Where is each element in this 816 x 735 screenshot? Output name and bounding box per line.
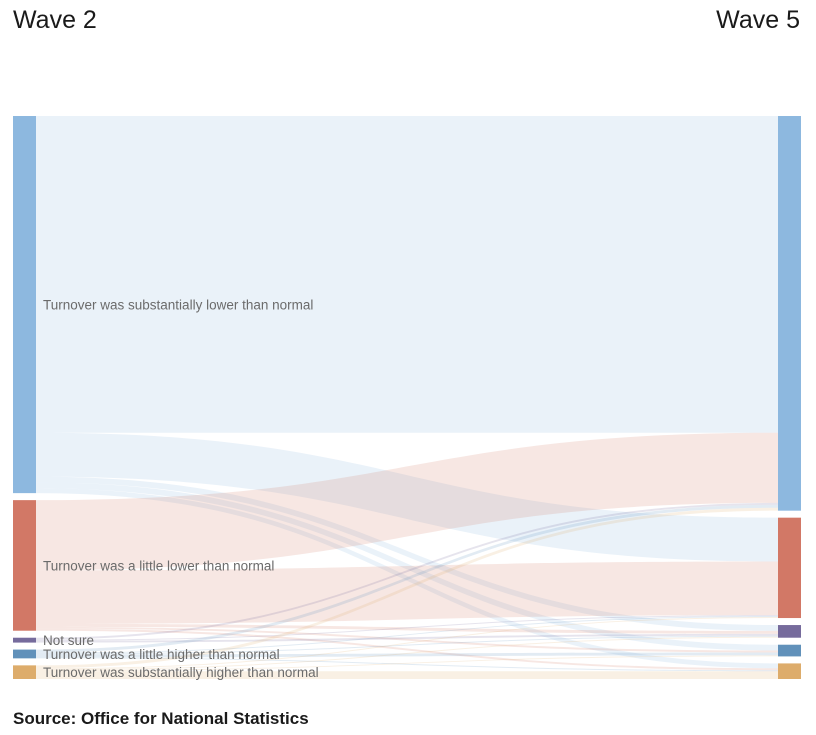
flow-little_higher-to-sub_higher[interactable] [36,657,778,672]
left-node-sub_lower[interactable] [13,116,36,494]
flow-little_lower-to-sub_lower[interactable] [36,432,778,571]
node-labels-group: Turnover was substantially lower than no… [43,298,319,681]
flow-sub_higher-to-sub_higher[interactable] [36,671,778,679]
flow-links-group [36,116,778,679]
node-label-not_sure: Not sure [43,633,94,648]
flow-sub_lower-to-not_sure[interactable] [36,476,778,631]
node-label-sub_higher: Turnover was substantially higher than n… [43,665,319,680]
flow-little_lower-to-not_sure[interactable] [36,623,778,634]
node-label-little_higher: Turnover was a little higher than normal [43,647,280,662]
node-label-sub_lower: Turnover was substantially lower than no… [43,298,313,313]
sankey-chart: Turnover was substantially lower than no… [13,116,801,681]
right-node-not_sure[interactable] [778,625,801,638]
source-note: Source: Office for National Statistics [13,709,309,728]
flow-little_lower-to-sub_higher[interactable] [36,628,778,671]
flow-sub_lower-to-sub_higher[interactable] [36,488,778,669]
left-node-not_sure[interactable] [13,637,36,643]
flow-not_sure-to-not_sure[interactable] [36,633,778,643]
flow-little_higher-to-not_sure[interactable] [36,635,778,655]
right-node-little_lower[interactable] [778,517,801,619]
flow-sub_lower-to-sub_lower[interactable] [36,116,778,433]
flow-sub_higher-to-little_higher[interactable] [36,655,778,672]
right-node-sub_higher[interactable] [778,663,801,679]
left-axis-title: Wave 2 [13,6,97,34]
right-axis-title: Wave 5 [716,6,800,34]
flow-not_sure-to-sub_lower[interactable] [36,502,778,640]
flow-little_higher-to-sub_lower[interactable] [36,504,778,653]
flow-little_lower-to-little_higher[interactable] [36,626,778,653]
left-node-little_higher[interactable] [13,649,36,659]
flow-not_sure-to-little_lower[interactable] [36,615,778,641]
flow-sub_higher-to-sub_lower[interactable] [36,507,778,669]
flow-little_higher-to-little_higher[interactable] [36,652,778,658]
flow-sub_lower-to-little_lower[interactable] [36,432,778,562]
right-node-little_higher[interactable] [778,644,801,657]
left-node-little_lower[interactable] [13,500,36,631]
flow-sub_lower-to-little_higher[interactable] [36,482,778,651]
node-label-little_lower: Turnover was a little lower than normal [43,558,274,573]
flow-sub_higher-to-little_lower[interactable] [36,617,778,670]
nodes-group [13,116,801,679]
flow-sub_higher-to-not_sure[interactable] [36,636,778,671]
right-node-sub_lower[interactable] [778,116,801,511]
flow-little_lower-to-little_lower[interactable] [36,561,778,624]
left-node-sub_higher[interactable] [13,665,36,679]
flow-little_higher-to-little_lower[interactable] [36,616,778,654]
